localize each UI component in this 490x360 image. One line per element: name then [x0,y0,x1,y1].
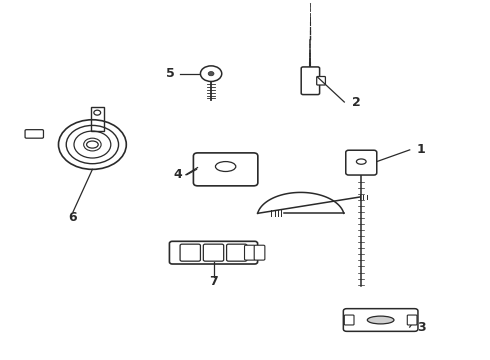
FancyBboxPatch shape [301,67,319,95]
Ellipse shape [356,159,366,164]
FancyBboxPatch shape [203,244,223,261]
FancyBboxPatch shape [344,315,354,325]
Text: 2: 2 [352,95,360,108]
FancyBboxPatch shape [170,241,258,264]
Ellipse shape [368,316,394,324]
Text: 5: 5 [166,67,175,80]
FancyBboxPatch shape [226,244,247,261]
FancyBboxPatch shape [91,107,104,131]
FancyBboxPatch shape [346,150,377,175]
FancyBboxPatch shape [245,245,255,260]
Circle shape [200,66,222,81]
Ellipse shape [87,141,98,148]
Circle shape [208,72,214,76]
Ellipse shape [216,162,236,171]
FancyBboxPatch shape [317,77,325,85]
FancyBboxPatch shape [180,244,200,261]
Text: 4: 4 [173,168,182,181]
Text: 1: 1 [417,143,426,156]
Text: 6: 6 [69,211,77,224]
Text: 7: 7 [209,275,218,288]
FancyBboxPatch shape [194,153,258,186]
FancyBboxPatch shape [25,130,44,138]
FancyBboxPatch shape [343,309,418,331]
Circle shape [94,110,100,115]
FancyBboxPatch shape [407,315,417,325]
Text: 3: 3 [417,321,426,334]
FancyBboxPatch shape [254,245,265,260]
Circle shape [308,0,313,3]
